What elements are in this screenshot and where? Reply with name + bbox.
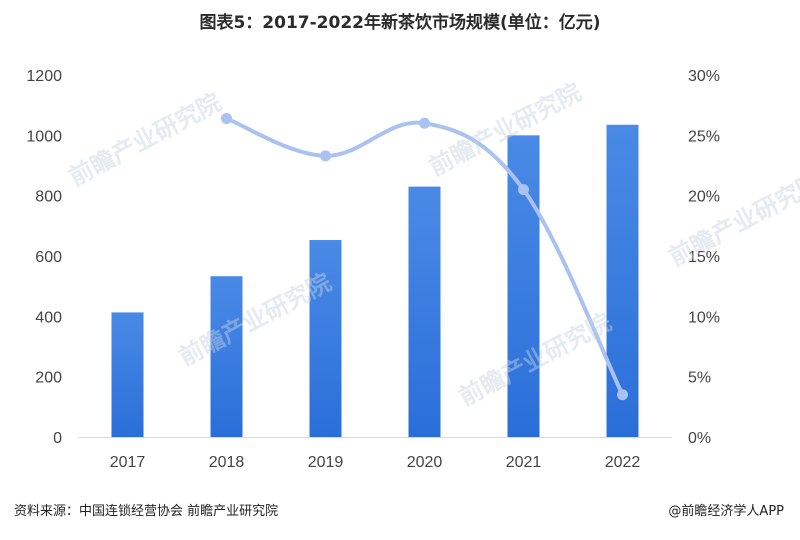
bar [309,240,342,437]
x-tick-label: 2020 [407,454,443,471]
y-left-tick-label: 0 [53,430,62,447]
y-left-tick-label: 800 [35,189,62,206]
y-left-tick-label: 1000 [26,128,62,145]
line-point [617,389,628,401]
chart-title: 图表5：2017-2022年新茶饮市场规模(单位：亿元) [199,13,601,33]
y-right-tick-label: 10% [688,309,720,326]
right-axis: 0% 5% 10% 15% 20% 25% 30% [688,68,720,447]
x-tick-label: 2021 [506,454,542,471]
y-left-tick-label: 400 [35,309,62,326]
y-left-tick-label: 600 [35,249,62,266]
growth-line [224,116,625,397]
line-point [419,117,430,129]
y-right-tick-label: 20% [688,189,720,206]
line-point [320,150,331,162]
x-tick-label: 2022 [605,454,641,471]
bar-series [111,124,639,438]
y-right-tick-label: 15% [688,249,720,266]
bar [111,312,144,437]
bar [507,135,540,438]
y-right-tick-label: 25% [688,128,720,145]
y-right-tick-label: 30% [688,68,720,85]
line-point [221,112,232,124]
line-series [221,112,628,401]
chart-plot: 0 200 400 600 800 1000 1200 0% 5% 10% 15% 20% 25% 30… [26,68,720,471]
x-tick-label: 2017 [110,454,146,471]
line-point [518,184,529,196]
y-left-tick-label: 200 [35,370,62,387]
credit-note: @前瞻经济学人APP [668,504,784,519]
bar [210,276,243,437]
x-tick-label: 2018 [209,454,245,471]
x-axis: 2017 2018 2019 2020 2021 2022 [78,437,672,471]
x-tick-label: 2019 [308,454,344,471]
source-note: 资料来源：中国连锁经营协会 前瞻产业研究院 [14,504,279,519]
bar [606,124,639,438]
bar [408,186,441,437]
y-right-tick-label: 5% [688,370,711,387]
y-left-tick-label: 1200 [26,68,62,85]
y-right-tick-label: 0% [688,430,711,447]
footer: 资料来源：中国连锁经营协会 前瞻产业研究院 @前瞻经济学人APP [0,486,800,540]
left-axis: 0 200 400 600 800 1000 1200 [26,68,62,447]
